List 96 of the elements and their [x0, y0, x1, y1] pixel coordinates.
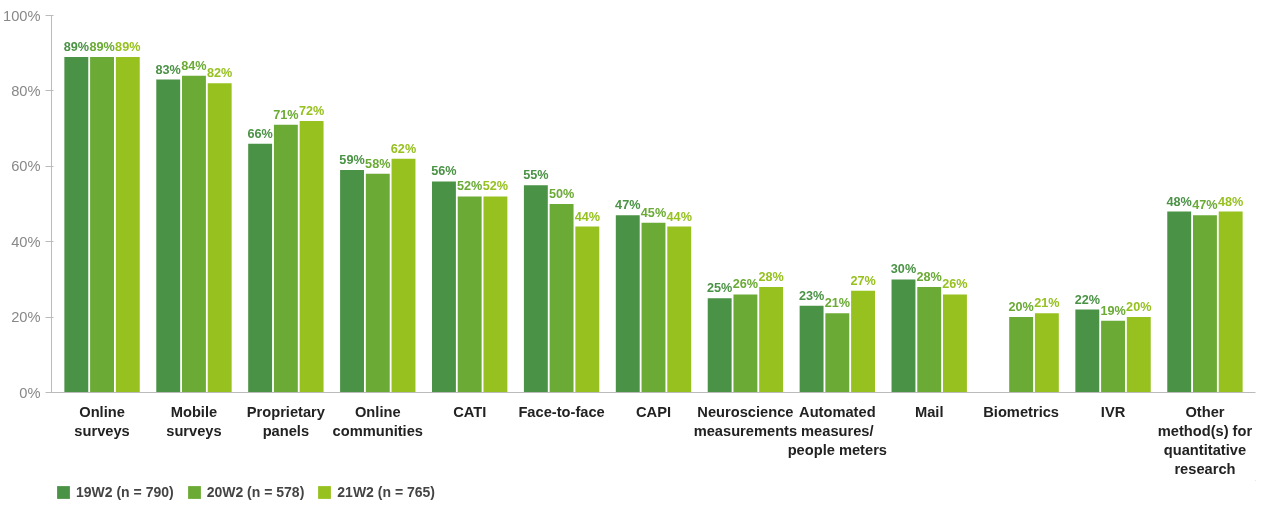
data-label: 89%: [89, 39, 115, 54]
data-label: 50%: [548, 187, 575, 201]
data-label: 56%: [431, 164, 457, 179]
bar: [391, 158, 416, 393]
data-label: 47%: [1192, 198, 1218, 213]
data-label: 82%: [207, 66, 233, 81]
bar: [943, 294, 967, 393]
x-tick-label: Biometrics: [983, 403, 1060, 420]
x-tick-label: Mobile surveys: [166, 403, 222, 439]
data-label: 52%: [457, 179, 483, 194]
y-tick-label: 40%: [11, 233, 41, 250]
data-label: 72%: [298, 104, 325, 119]
x-tick-label: Mail: [914, 403, 944, 420]
bar: [115, 56, 140, 393]
bar: [799, 305, 824, 393]
bar: [182, 75, 206, 393]
y-tick-label: 60%: [11, 158, 41, 175]
data-label: 58%: [365, 156, 391, 171]
bar: [207, 83, 232, 393]
data-label: 62%: [390, 141, 417, 156]
x-tick-label: Online surveys: [74, 403, 130, 439]
data-label: 84%: [181, 58, 207, 73]
data-label: 48%: [1218, 194, 1244, 209]
data-label: 21%: [824, 296, 850, 311]
bar: [1126, 317, 1151, 393]
bar: [549, 204, 574, 393]
bar: [851, 290, 875, 393]
bar: [917, 286, 942, 393]
data-label: 47%: [615, 198, 641, 213]
bar: [759, 286, 784, 393]
data-label: 26%: [942, 277, 968, 292]
bar: [1167, 211, 1192, 393]
bar: [1218, 211, 1243, 393]
data-label: 26%: [732, 277, 759, 292]
x-tick-label: CAPI: [635, 403, 672, 420]
data-label: 45%: [640, 205, 667, 220]
bar: [483, 196, 508, 393]
bar: [248, 143, 273, 393]
data-label: 27%: [850, 273, 876, 288]
data-label: 25%: [707, 281, 733, 296]
data-label: 83%: [155, 62, 181, 77]
bar: [432, 181, 456, 393]
data-label: 71%: [273, 107, 299, 122]
data-label: 89%: [115, 39, 141, 54]
bar: [90, 56, 114, 393]
bar: [641, 222, 666, 393]
bar: [1009, 317, 1034, 393]
data-label: 30%: [890, 262, 917, 277]
bar: [733, 294, 758, 393]
x-tick-label: Proprietary panels: [246, 403, 326, 439]
legend-label: 20W2 (n = 578): [206, 484, 305, 500]
bar: [667, 226, 692, 393]
data-label: 28%: [916, 269, 942, 284]
bar: [1034, 313, 1059, 393]
data-label: 44%: [574, 209, 600, 224]
bar: [299, 121, 324, 393]
bar: [707, 298, 732, 393]
x-tick-label: Face-to-face: [518, 403, 605, 420]
data-label: 23%: [798, 288, 825, 303]
bar: [273, 124, 298, 393]
data-label: 66%: [247, 126, 273, 141]
y-tick-label: 100%: [3, 7, 41, 24]
data-label: 20%: [1126, 300, 1152, 315]
bar: [575, 226, 600, 393]
legend-label: 21W2 (n = 765): [337, 484, 435, 500]
y-tick-label: 0%: [19, 384, 41, 401]
bar: [1193, 215, 1217, 393]
x-tick-label: CATI: [453, 403, 487, 420]
data-label: 19%: [1100, 303, 1126, 318]
bar: [1101, 320, 1125, 393]
bar: [1075, 309, 1100, 393]
legend-label: 19W2 (n = 790): [76, 484, 174, 500]
bar: [523, 185, 548, 393]
bar: [64, 56, 89, 393]
data-label: 55%: [523, 168, 549, 183]
x-tick-label: Other method(s) for quantitative research: [1157, 403, 1253, 478]
x-tick-label: IVR: [1100, 403, 1126, 420]
bar: [340, 170, 364, 393]
bar: [365, 173, 390, 393]
x-tick-label: Online communities: [332, 403, 423, 439]
bar: [156, 79, 181, 393]
bar: [615, 215, 640, 393]
data-label: 44%: [666, 209, 692, 224]
data-label: 20%: [1008, 300, 1034, 315]
data-label: 89%: [63, 39, 89, 54]
data-label: 52%: [482, 179, 509, 194]
y-tick-label: 20%: [11, 309, 41, 326]
bar: [825, 313, 850, 393]
data-label: 28%: [758, 269, 784, 284]
data-label: 59%: [339, 153, 365, 168]
y-tick-label: 80%: [11, 82, 41, 99]
data-label: 21%: [1034, 296, 1060, 311]
data-label: 22%: [1074, 292, 1100, 307]
data-label: 48%: [1166, 194, 1192, 209]
bar: [457, 196, 482, 393]
bar: [891, 279, 916, 393]
